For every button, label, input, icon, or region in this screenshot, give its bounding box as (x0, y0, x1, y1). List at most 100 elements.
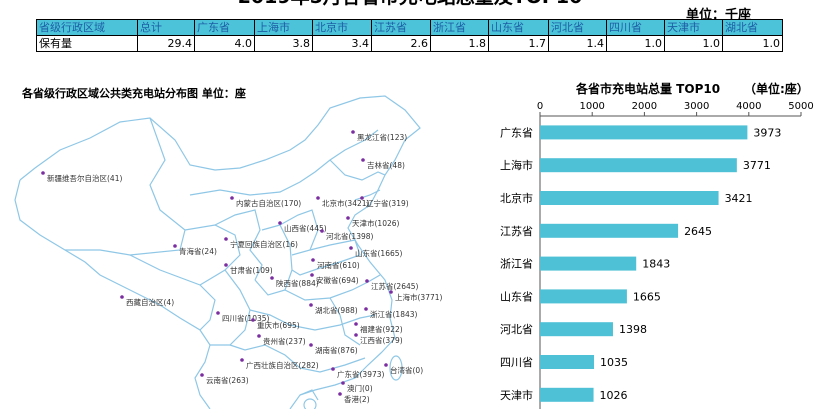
y-category-label: 四川省 (500, 356, 533, 369)
page-title: 2019年5月各省市充电站总量及TOP10 (0, 0, 820, 8)
chart-plot: 0 1000 2000 3000 4000 5000 广东省 3973 上海市 3771 北京市 34… (500, 101, 814, 409)
table-value-cell: 1.8 (430, 35, 489, 52)
city-dot (341, 381, 345, 385)
city-dot (200, 373, 204, 377)
x-tick-label: 3000 (684, 101, 709, 112)
map-label: 陕西省(884) (276, 278, 319, 288)
city-dot (270, 276, 274, 280)
bar-value-label: 1665 (633, 290, 661, 303)
map-label: 内蒙古自治区(170) (236, 198, 301, 208)
map-label: 辽宁省(319) (366, 198, 409, 208)
border-xinjiang (65, 117, 186, 256)
map-label: 福建省(922) (360, 324, 403, 334)
city-dot (346, 216, 350, 220)
bar (540, 387, 594, 402)
city-dot (310, 273, 314, 277)
map-label: 广西壮族自治区(282) (246, 360, 319, 370)
map-label: 天津市(1026) (352, 218, 400, 228)
table-value-cell: 1.0 (722, 35, 783, 52)
city-dot (331, 367, 335, 371)
city-dot (251, 318, 255, 322)
map-label: 山东省(1665) (355, 248, 403, 258)
city-dot (354, 333, 358, 337)
x-tick-label: 2000 (632, 101, 657, 112)
bar-value-label: 1398 (619, 323, 647, 336)
table-value-cell: 3.4 (312, 35, 372, 52)
map-label: 台湾省(0) (390, 365, 423, 375)
map-label: 广东省(3973) (337, 369, 385, 379)
x-tick-label: 5000 (788, 101, 813, 112)
table-value-cell: 3.8 (254, 35, 313, 52)
border-gansu (214, 209, 263, 281)
table-header-cell: 河北省 (548, 19, 607, 36)
city-dot (360, 196, 364, 200)
map-label: 湖南省(876) (315, 345, 358, 355)
china-outline-west (14, 179, 211, 409)
table-header-cell: 省级行政区域 (36, 19, 138, 36)
map-label: 北京市(3421) (322, 198, 370, 208)
map-label: 四川省(1035) (222, 313, 270, 323)
table-header-cell: 北京市 (312, 19, 372, 36)
bar (540, 223, 679, 238)
city-dot (278, 221, 282, 225)
china-outline (19, 95, 421, 409)
border-qinghai (184, 224, 241, 286)
city-dot (311, 258, 315, 262)
map-labels: 黑龙江省(123) 吉林省(48) 辽宁省(319) 内蒙古自治区(170) 北京市(3… (41, 130, 443, 404)
border-tibet (129, 254, 216, 331)
bar (540, 355, 595, 369)
city-dot (41, 171, 45, 175)
border-south (249, 309, 376, 331)
map-label: 浙江省(1843) (370, 309, 418, 319)
map-label: 河南省(610) (317, 260, 360, 270)
map-label: 甘肃省(109) (230, 265, 273, 275)
table-header-cell: 上海市 (254, 19, 313, 36)
city-dot (230, 196, 234, 200)
y-category-label: 河北省 (500, 323, 533, 336)
table-value-cell: 29.4 (137, 35, 195, 52)
table-header-cell: 浙江省 (430, 19, 489, 36)
chart-unit: （单位:座） (744, 81, 809, 96)
city-dot (240, 358, 244, 362)
bar-value-label: 3421 (725, 192, 753, 205)
city-dot (309, 343, 313, 347)
china-map: 黑龙江省(123) 吉林省(48) 辽宁省(319) 内蒙古自治区(170) 北京市(3… (14, 95, 443, 409)
map-label: 重庆市(695) (257, 320, 300, 330)
city-dot (120, 295, 124, 299)
stock-table-header-row: 省级行政区域 总计 广东省 上海市 北京市 江苏省 浙江省 山东省 河北省 四川省 天津市 湖北省 (36, 19, 783, 36)
table-value-cell: 2.6 (371, 35, 431, 52)
x-tick-label: 1000 (579, 101, 604, 112)
x-tick-label: 0 (537, 101, 543, 112)
map-label: 贵州省(237) (263, 336, 306, 346)
city-dot (224, 263, 228, 267)
city-dot (216, 311, 220, 315)
bar (540, 191, 719, 205)
table-value-cell: 1.0 (606, 35, 665, 52)
y-category-label: 天津市 (500, 388, 533, 402)
y-category-label: 浙江省 (500, 258, 533, 271)
map-label: 江西省(379) (360, 335, 403, 345)
bar-value-label: 1026 (600, 389, 628, 402)
city-dot (354, 322, 358, 326)
table-row-label: 保有量 (36, 35, 138, 52)
bar (540, 289, 627, 304)
city-dot (349, 246, 353, 250)
border-central (284, 274, 381, 301)
table-value-cell: 1.0 (664, 35, 723, 52)
map-label: 云南省(263) (206, 375, 249, 385)
y-category-label: 山东省 (500, 290, 533, 303)
map-label: 黑龙江省(123) (357, 132, 407, 142)
x-tick-label: 4000 (736, 101, 761, 112)
bar (540, 158, 737, 173)
bar-value-label: 3973 (753, 126, 781, 139)
map-title: 各省级行政区域公共类充电站分布图 单位：座 (22, 87, 246, 100)
table-header-cell: 湖北省 (722, 19, 783, 36)
city-dot (316, 196, 320, 200)
table-header-cell: 江苏省 (371, 19, 431, 36)
city-dot (257, 334, 261, 338)
city-dot (365, 279, 369, 283)
top10-bar-chart: 各省市充电站总量 TOP10 （单位:座） 0 1000 2000 3000 4000 5… (500, 81, 814, 409)
chart-title: 各省市充电站总量 TOP10 (575, 81, 720, 96)
border-sichuan (210, 269, 251, 346)
city-dot (173, 244, 177, 248)
